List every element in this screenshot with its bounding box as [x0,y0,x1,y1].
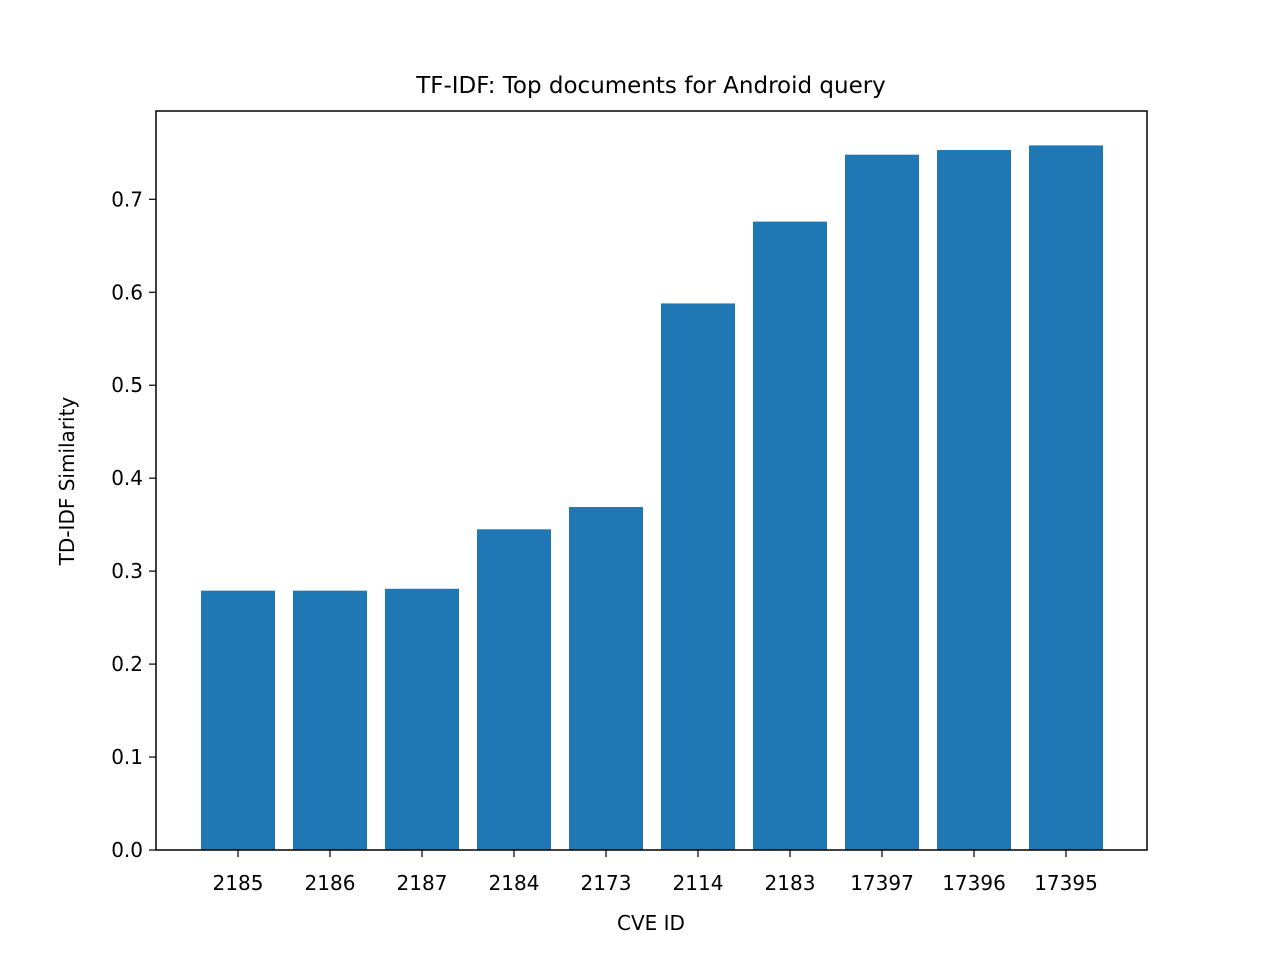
x-tick-label: 2114 [673,871,724,895]
bar-17396 [937,150,1011,850]
y-tick-label: 0.3 [111,559,143,583]
y-tick-label: 0.0 [111,838,143,862]
x-tick-label: 2183 [765,871,816,895]
x-tick-label: 2186 [305,871,356,895]
x-tick-label: 2187 [397,871,448,895]
y-tick-label: 0.5 [111,373,143,397]
bar-2185 [201,590,275,850]
bar-2173 [569,506,643,850]
chart-title: TF-IDF: Top documents for Android query [415,73,886,99]
plot-frame [155,110,1148,851]
x-axis-ticks: 2185 2186 2187 2184 2173 2114 2183 17397 17396 17… [213,850,1098,895]
y-tick-label: 0.6 [111,280,143,304]
x-tick-label: 2173 [581,871,632,895]
bars-group [201,145,1103,851]
bar-2184 [477,529,551,850]
x-axis-label: CVE ID [617,911,685,935]
y-tick-label: 0.1 [111,745,143,769]
y-tick-label: 0.2 [111,652,143,676]
x-tick-label: 17396 [942,871,1006,895]
bar-17395 [1029,145,1103,851]
bar-17397 [845,154,919,850]
bar-2183 [753,221,827,850]
y-axis-ticks: 0.0 0.1 0.2 0.3 0.4 0.5 0.6 0.7 [111,187,156,862]
y-tick-label: 0.4 [111,466,143,490]
x-tick-label: 17397 [850,871,914,895]
bar-2186 [293,590,367,850]
x-tick-label: 17395 [1034,871,1098,895]
x-tick-label: 2185 [213,871,264,895]
bar-2114 [661,303,735,851]
y-tick-label: 0.7 [111,187,143,211]
x-tick-label: 2184 [489,871,540,895]
y-axis-label: TD-IDF Similarity [55,397,79,567]
bar-2187 [385,588,459,850]
